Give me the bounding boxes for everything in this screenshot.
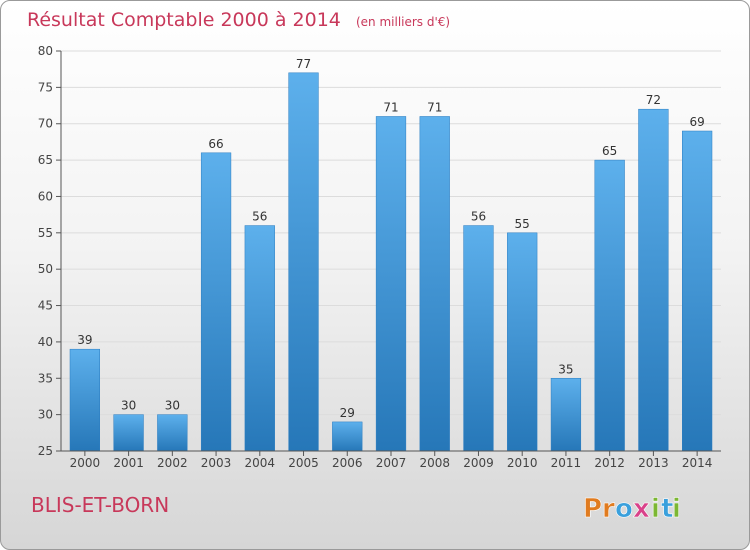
chart-title-unit: (en milliers d'€)	[356, 15, 450, 29]
value-label: 55	[515, 217, 530, 231]
y-tick-label: 30	[38, 408, 53, 422]
logo-letter: x	[633, 494, 650, 524]
value-label: 71	[427, 100, 442, 114]
y-tick-label: 60	[38, 189, 53, 203]
value-label: 71	[383, 100, 398, 114]
y-tick-label: 75	[38, 80, 53, 94]
bar-2005	[288, 72, 319, 452]
value-label: 56	[471, 210, 486, 224]
x-tick-label: 2012	[594, 456, 625, 470]
x-tick-label: 2007	[376, 456, 407, 470]
bar-2003	[200, 152, 232, 452]
y-tick-label: 40	[38, 335, 53, 349]
value-label: 65	[602, 144, 617, 158]
bar-2000	[69, 348, 100, 452]
y-tick-label: 35	[38, 371, 53, 385]
x-tick-label: 2001	[113, 456, 144, 470]
bar-2008	[419, 116, 450, 452]
y-tick-label: 70	[38, 117, 53, 131]
bar-2014	[682, 130, 713, 452]
y-tick-label: 80	[38, 44, 53, 58]
x-tick-label: 2006	[332, 456, 363, 470]
y-tick-label: 25	[38, 444, 53, 458]
bar-2012	[594, 159, 625, 452]
logo-letter: i	[672, 494, 681, 524]
x-tick-label: 2000	[70, 456, 101, 470]
bar-2001	[113, 414, 144, 452]
bar-2011	[550, 378, 582, 452]
bar-2007	[375, 116, 407, 452]
value-label: 69	[689, 115, 704, 129]
bar-2006	[332, 421, 363, 452]
y-tick-label: 55	[38, 226, 53, 240]
y-tick-label: 45	[38, 299, 53, 313]
logo-letter: o	[615, 494, 633, 524]
commune-name: BLIS-ET-BORN	[31, 493, 170, 517]
bar-2009	[463, 225, 494, 452]
value-label: 35	[558, 362, 573, 376]
value-label: 66	[208, 137, 223, 151]
logo-letter: t	[661, 494, 673, 524]
value-label: 30	[121, 399, 136, 413]
x-tick-label: 2003	[201, 456, 232, 470]
x-tick-label: 2009	[463, 456, 494, 470]
y-tick-label: 50	[38, 262, 53, 276]
x-tick-label: 2010	[507, 456, 538, 470]
x-tick-label: 2005	[288, 456, 319, 470]
x-tick-label: 2002	[157, 456, 188, 470]
value-label: 77	[296, 57, 311, 71]
x-tick-label: 2004	[245, 456, 276, 470]
value-label: 29	[340, 406, 355, 420]
x-tick-label: 2013	[638, 456, 669, 470]
bar-2013	[638, 108, 669, 452]
x-tick-label: 2014	[682, 456, 713, 470]
axis-layer: 25 30 35 40 45 50 55 60 65 70 75 80 2000 2001 2002 2003…	[38, 44, 721, 470]
x-tick-label: 2008	[419, 456, 450, 470]
y-tick-label: 65	[38, 153, 53, 167]
value-label: 72	[646, 93, 661, 107]
value-label: 39	[77, 333, 92, 347]
x-tick-label: 2011	[551, 456, 582, 470]
chart-title-main: Résultat Comptable 2000 à 2014	[27, 9, 341, 31]
bar-2004	[244, 225, 275, 452]
logo-letter: P	[583, 494, 602, 524]
logo-letter: i	[651, 494, 660, 524]
value-label: 30	[165, 399, 180, 413]
chart-title: Résultat Comptable 2000 à 2014 (en milli…	[27, 9, 450, 31]
logo-letter: r	[602, 494, 615, 524]
bar-2010	[507, 232, 538, 452]
bar-2002	[157, 414, 188, 452]
value-label: 56	[252, 210, 267, 224]
bar-layer: 39 30 30 66 56 77 29 71 71 56 55 35 65 72 69	[69, 57, 713, 452]
